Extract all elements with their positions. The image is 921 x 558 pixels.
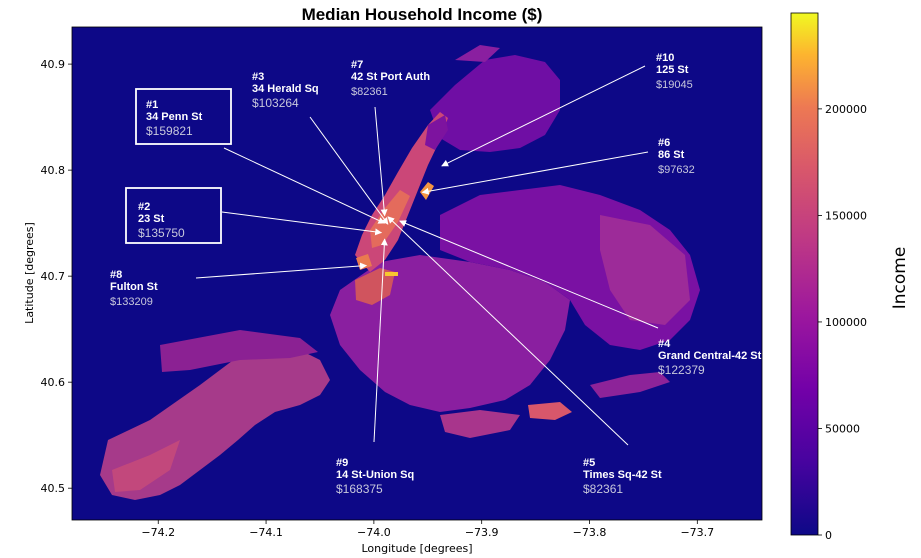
annotation-rank: #9 <box>336 457 348 469</box>
annotation-income: $135750 <box>138 226 185 240</box>
x-tick-label: −73.9 <box>465 526 499 539</box>
annotation-rank-7: #742 St Port Auth $82361 <box>351 59 430 217</box>
x-tick-label: −74.2 <box>141 526 175 539</box>
region-bronx-north <box>455 45 500 62</box>
annotation-income: $133209 <box>110 296 153 308</box>
annotation-arrow <box>223 147 386 224</box>
annotation-station: 23 St <box>138 213 165 225</box>
region-battery <box>385 272 398 276</box>
annotation-income: $122379 <box>658 363 705 377</box>
colorbar-ticks: 0 50000 100000 150000 200000 <box>818 103 867 542</box>
y-tick-label: 40.7 <box>41 270 66 283</box>
annotation-station: 14 St-Union Sq <box>336 469 414 481</box>
colorbar-tick-label: 50000 <box>825 422 860 435</box>
annotation-rank: #2 <box>138 201 150 213</box>
y-tick-label: 40.6 <box>41 376 66 389</box>
annotation-arrow <box>374 106 388 217</box>
annotation-arrow <box>441 65 646 167</box>
region-bronx <box>430 55 560 152</box>
annotation-rank: #5 <box>583 457 595 469</box>
annotation-income: $19045 <box>656 79 693 91</box>
x-tick-label: −73.7 <box>680 526 714 539</box>
annotation-income: $168375 <box>336 482 383 496</box>
annotation-station: Times Sq-42 St <box>583 469 662 481</box>
region-staten-island-north <box>160 330 318 372</box>
colorbar <box>790 12 819 536</box>
colorbar-tick-label: 150000 <box>825 209 867 222</box>
x-axis: −74.2 −74.1 −74.0 −73.9 −73.8 −73.7 <box>141 520 714 539</box>
annotation-arrow <box>309 116 389 225</box>
annotation-income: $159821 <box>146 124 193 138</box>
annotation-rank: #6 <box>658 137 670 149</box>
y-tick-label: 40.9 <box>41 58 66 71</box>
annotation-box <box>125 187 222 244</box>
annotation-income: $82361 <box>351 86 388 98</box>
region-brooklyn-heights <box>355 268 395 305</box>
annotation-rank-1: #134 Penn St$159821 <box>135 88 386 224</box>
x-axis-label: Longitude [degrees] <box>361 542 472 555</box>
annotation-arrow <box>387 216 629 446</box>
annotation-arrow <box>373 238 388 443</box>
nyc-income-map <box>100 45 700 500</box>
region-queens-east <box>600 215 690 325</box>
annotation-rank-3: #334 Herald Sq$103264 <box>252 71 389 225</box>
annotation-rank: #8 <box>110 269 122 281</box>
colorbar-tick-label: 100000 <box>825 316 867 329</box>
y-axis: 40.5 40.6 40.7 40.8 40.9 <box>41 58 72 495</box>
annotation-rank-9: #914 St-Union Sq$168375 <box>336 238 414 496</box>
annotation-income: $82361 <box>583 482 623 496</box>
x-tick-label: −74.1 <box>249 526 283 539</box>
colorbar-tick-label: 200000 <box>825 103 867 116</box>
colorbar-label: Income <box>890 247 910 310</box>
region-rockaway-west <box>528 402 572 420</box>
region-coney-island <box>440 410 520 438</box>
x-tick-label: −73.8 <box>573 526 607 539</box>
annotation-rank: #3 <box>252 71 264 83</box>
annotation-arrow <box>195 262 368 279</box>
colorbar-tick-label: 0 <box>825 529 832 542</box>
annotation-station: 34 Herald Sq <box>252 83 319 95</box>
region-harlem <box>425 115 448 150</box>
annotation-rank: #7 <box>351 59 363 71</box>
y-tick-label: 40.5 <box>41 482 66 495</box>
annotation-box <box>135 88 232 145</box>
y-axis-label: Latitude [degrees] <box>23 222 36 324</box>
annotation-station: 86 St <box>658 149 685 161</box>
annotation-station: 34 Penn St <box>146 111 203 123</box>
annotation-station: 42 St Port Auth <box>351 71 430 83</box>
annotation-rank-2: #223 St$135750 <box>125 187 383 244</box>
annotation-rank: #1 <box>146 99 158 111</box>
annotation-income: $97632 <box>658 164 695 176</box>
chart-title: Median Household Income ($) <box>302 5 543 24</box>
annotation-station: 125 St <box>656 64 689 76</box>
region-rockaway <box>590 372 670 398</box>
annotation-arrow <box>421 151 649 195</box>
annotation-arrow <box>221 211 383 236</box>
annotation-arrow <box>399 220 659 329</box>
annotation-rank: #4 <box>658 338 671 350</box>
annotation-rank-6: #686 St $97632 <box>421 137 695 195</box>
y-tick-label: 40.8 <box>41 164 66 177</box>
annotation-rank: #10 <box>656 52 674 64</box>
station-annotations: #134 Penn St$159821#223 St$135750#334 He… <box>110 52 762 496</box>
x-tick-label: −74.0 <box>357 526 391 539</box>
annotation-income: $103264 <box>252 96 299 110</box>
annotation-station: Fulton St <box>110 281 158 293</box>
annotation-station: Grand Central-42 St <box>658 350 762 362</box>
plot-frame <box>71 26 763 521</box>
region-staten-island-south <box>112 440 180 492</box>
